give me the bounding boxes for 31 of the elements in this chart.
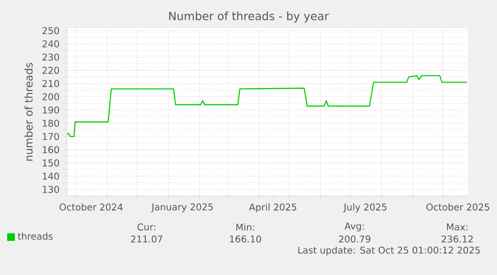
x-tick-label: October 2024 (60, 203, 123, 211)
text: Max: (447, 224, 468, 230)
y-tick-label: 190 (42, 106, 60, 114)
y-tick-label: 250 (42, 27, 60, 34)
x-tick-label: July 2025 (343, 203, 386, 212)
x-tick-label: January 2025 (151, 203, 213, 212)
y-tick-label: 240 (42, 40, 60, 48)
y-tick-label: 230 (42, 54, 60, 61)
text: Min: (236, 223, 254, 231)
y-axis-title: number of threads (24, 62, 33, 161)
y-tick-label: 140 (42, 172, 60, 180)
line-series (67, 75, 468, 137)
y-tick-label: 150 (42, 159, 60, 166)
text: 166.10 (230, 235, 262, 243)
text: 211.07 (131, 235, 162, 243)
chart-title: Number of threads - by year (169, 12, 329, 22)
text: Cur: (138, 223, 156, 231)
text: 236.12 (442, 235, 473, 243)
legend-label: threads (18, 232, 53, 240)
y-tick-label: 220 (42, 66, 60, 74)
y-tick-label: 200 (42, 93, 60, 100)
x-tick-label: April 2025 (249, 203, 296, 212)
y-tick-label: 160 (42, 146, 60, 154)
text: Avg: (344, 222, 364, 232)
y-tick-label: 180 (42, 120, 60, 127)
y-tick-label: 170 (42, 132, 60, 140)
y-tick-label: 130 (42, 186, 60, 193)
y-tick-label: 210 (42, 80, 60, 88)
text: Last update: Sat Oct 25 01:00:12 2025 (298, 246, 480, 256)
text: 200.79 (339, 235, 370, 243)
x-tick-label: October 2025 (426, 203, 490, 211)
